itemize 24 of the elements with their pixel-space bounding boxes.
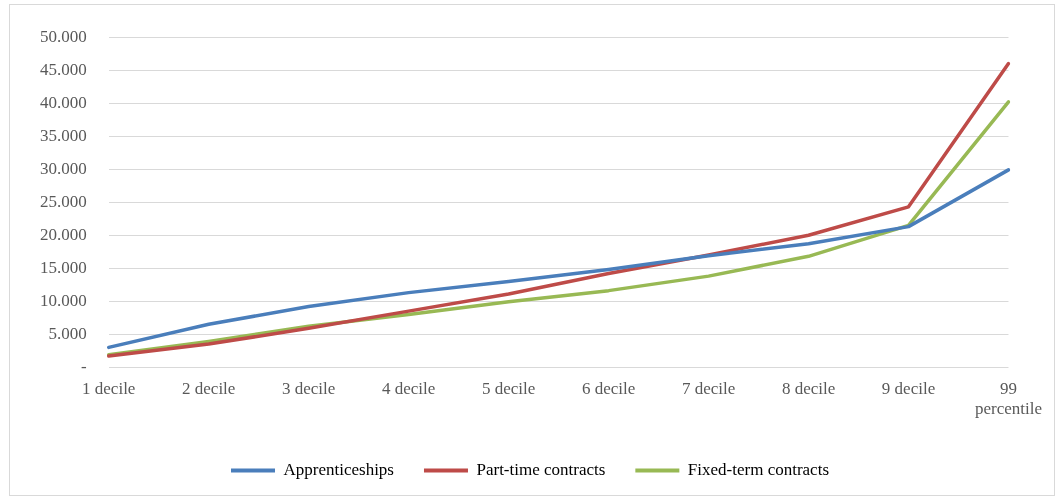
- legend-label: Apprenticeships: [283, 459, 394, 479]
- y-tick-label: 15.000: [40, 257, 87, 277]
- x-tick-label: 99 percentile: [974, 378, 1042, 419]
- x-tick-label: 3 decile: [282, 378, 336, 398]
- x-tick-label: 8 decile: [781, 378, 836, 398]
- x-tick-label: 6 decile: [581, 378, 636, 398]
- x-tick-label: 4 decile: [381, 378, 436, 398]
- y-tick-label: 40.000: [40, 92, 87, 112]
- y-tick-label: 5.000: [48, 323, 87, 343]
- x-tick-label: 2 decile: [182, 378, 236, 398]
- x-tick-label: 5 decile: [481, 378, 536, 398]
- y-tick-label: 25.000: [40, 191, 87, 211]
- x-tick-label: 7 decile: [681, 378, 736, 398]
- y-tick-label: 20.000: [40, 224, 87, 244]
- x-tick-label: 1 decile: [82, 378, 136, 398]
- legend-label: Fixed-term contracts: [687, 459, 830, 479]
- y-tick-label: 45.000: [40, 59, 87, 79]
- y-tick-label: 30.000: [40, 158, 87, 178]
- y-tick-label: -: [81, 356, 88, 376]
- y-tick-label: 50.000: [40, 26, 87, 46]
- x-tick-label: 9 decile: [881, 378, 936, 398]
- y-tick-label: 10.000: [40, 290, 87, 310]
- y-tick-label: 35.000: [40, 125, 87, 145]
- legend-label: Part-time contracts: [476, 459, 606, 479]
